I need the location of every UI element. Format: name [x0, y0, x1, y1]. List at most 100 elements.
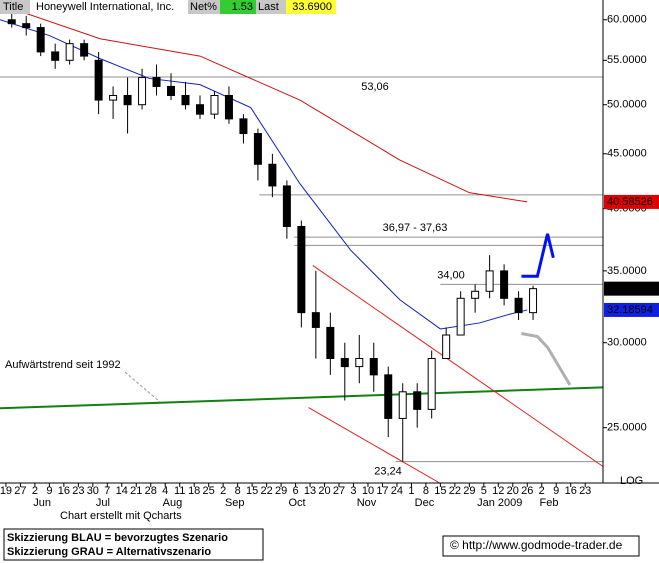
- legend-box: [3, 528, 264, 561]
- x-tick-label: 10: [362, 485, 374, 497]
- candle-body: [340, 358, 349, 368]
- credit: Chart erstellt mit Qcharts: [60, 510, 182, 522]
- candle-body: [109, 94, 118, 101]
- level-label: 36,97 - 37,63: [383, 222, 448, 234]
- x-tick-label: 19: [0, 485, 12, 497]
- candle-body: [253, 133, 262, 165]
- candle-body: [94, 59, 103, 101]
- candle-body: [195, 104, 204, 115]
- month-label: Dec: [415, 497, 435, 509]
- moving-average: [0, 4, 528, 203]
- month-label: Sep: [225, 497, 245, 509]
- x-tick-label: 4: [162, 485, 168, 497]
- y-tick-label: 50.0000: [607, 99, 647, 111]
- y-tick-label: 25.0000: [607, 422, 647, 434]
- price-box-label: 40.58526: [607, 196, 653, 208]
- y-tick-label: 35.0000: [607, 265, 647, 277]
- month-label: Jun: [33, 497, 51, 509]
- x-tick-label: 27: [333, 485, 345, 497]
- x-tick-label: 20: [507, 485, 519, 497]
- candle-body: [22, 23, 31, 29]
- candle-body: [152, 77, 161, 87]
- net-box: [220, 0, 256, 14]
- candle-body: [138, 77, 147, 106]
- net-tag: Net%: [190, 1, 217, 13]
- last-box: [286, 0, 336, 14]
- candle-body: [485, 270, 494, 292]
- month-label: Feb: [540, 497, 559, 509]
- tag-box: [188, 0, 220, 14]
- legend-gray: Skizzierung GRAU = Alternativszenario: [7, 546, 211, 558]
- instrument-name: Honeywell International, Inc.: [36, 1, 174, 13]
- x-tick-label: 16: [58, 485, 70, 497]
- month-label: Aug: [163, 497, 183, 509]
- price-box-label: 33.6900: [607, 283, 647, 295]
- trendline: [308, 407, 440, 484]
- x-tick-label: 8: [235, 485, 241, 497]
- last-value: 33.6900: [292, 1, 332, 13]
- x-tick-label: 29: [275, 485, 287, 497]
- candle-body: [355, 358, 364, 368]
- candle-body: [123, 94, 132, 106]
- x-tick-label: 2: [220, 485, 226, 497]
- level-label: 53,06: [361, 81, 389, 93]
- net-value: 1.53: [232, 1, 253, 13]
- x-tick-label: 20: [318, 485, 330, 497]
- x-tick-label: 7: [104, 485, 110, 497]
- x-tick-label: 8: [423, 485, 429, 497]
- candle-body: [369, 358, 378, 376]
- candle-body: [282, 185, 291, 227]
- candle-body: [442, 334, 451, 360]
- month-label: Oct: [288, 497, 305, 509]
- moving-average: [0, 19, 528, 330]
- x-tick-label: 14: [116, 485, 128, 497]
- price-box: [604, 194, 659, 209]
- candle-body: [398, 391, 407, 419]
- price-box: [604, 302, 659, 317]
- x-tick-label: 26: [521, 485, 533, 497]
- source-box: [442, 535, 640, 557]
- tag-box: [256, 0, 286, 14]
- x-tick-label: 3: [350, 485, 356, 497]
- candle-body: [500, 270, 509, 299]
- source: © http://www.godmode-trader.de: [450, 538, 623, 552]
- candle-body: [456, 297, 465, 336]
- trendline-label: Aufwärtstrend seit 1992: [5, 359, 121, 371]
- candle-body: [514, 297, 523, 314]
- last-tag: Last: [258, 1, 279, 13]
- candle-body: [311, 312, 320, 328]
- candle-body: [268, 163, 277, 187]
- scale-tag: LOG: [620, 475, 643, 487]
- price-box-label: 32.18594: [607, 304, 653, 316]
- x-tick-label: 2: [32, 485, 38, 497]
- y-tick-label: 30.0000: [607, 337, 647, 349]
- candle-body: [181, 94, 190, 106]
- x-tick-label: 15: [246, 485, 258, 497]
- x-tick-label: 11: [174, 485, 185, 497]
- x-tick-label: 30: [87, 485, 99, 497]
- scenario-path: [521, 233, 555, 278]
- x-tick-label: 23: [72, 485, 84, 497]
- candle-body: [210, 94, 219, 115]
- x-tick-label: 24: [391, 485, 403, 497]
- x-tick-label: 5: [481, 485, 487, 497]
- candle-body: [36, 27, 45, 53]
- name-box: [30, 0, 188, 14]
- x-tick-label: 22: [449, 485, 461, 497]
- candle-body: [167, 85, 176, 96]
- plot-area: 53,06 36,97 - 37,63 34,00 23,24 Aufwärtstren…: [0, 4, 604, 484]
- x-tick-label: 15: [434, 485, 446, 497]
- legend-blue: Skizzierung BLAU = bevorzugtes Szenario: [7, 532, 228, 544]
- candle-body: [7, 19, 16, 25]
- scenario-path: [521, 332, 572, 386]
- x-tick-label: 12: [492, 485, 504, 497]
- x-tick-label: 16: [565, 485, 577, 497]
- candle-body: [239, 118, 248, 135]
- trendline: [0, 386, 604, 410]
- title-tag: Title: [3, 1, 23, 13]
- tag-box: [0, 0, 30, 14]
- candle-body: [297, 225, 306, 314]
- month-label: Jul: [96, 497, 110, 509]
